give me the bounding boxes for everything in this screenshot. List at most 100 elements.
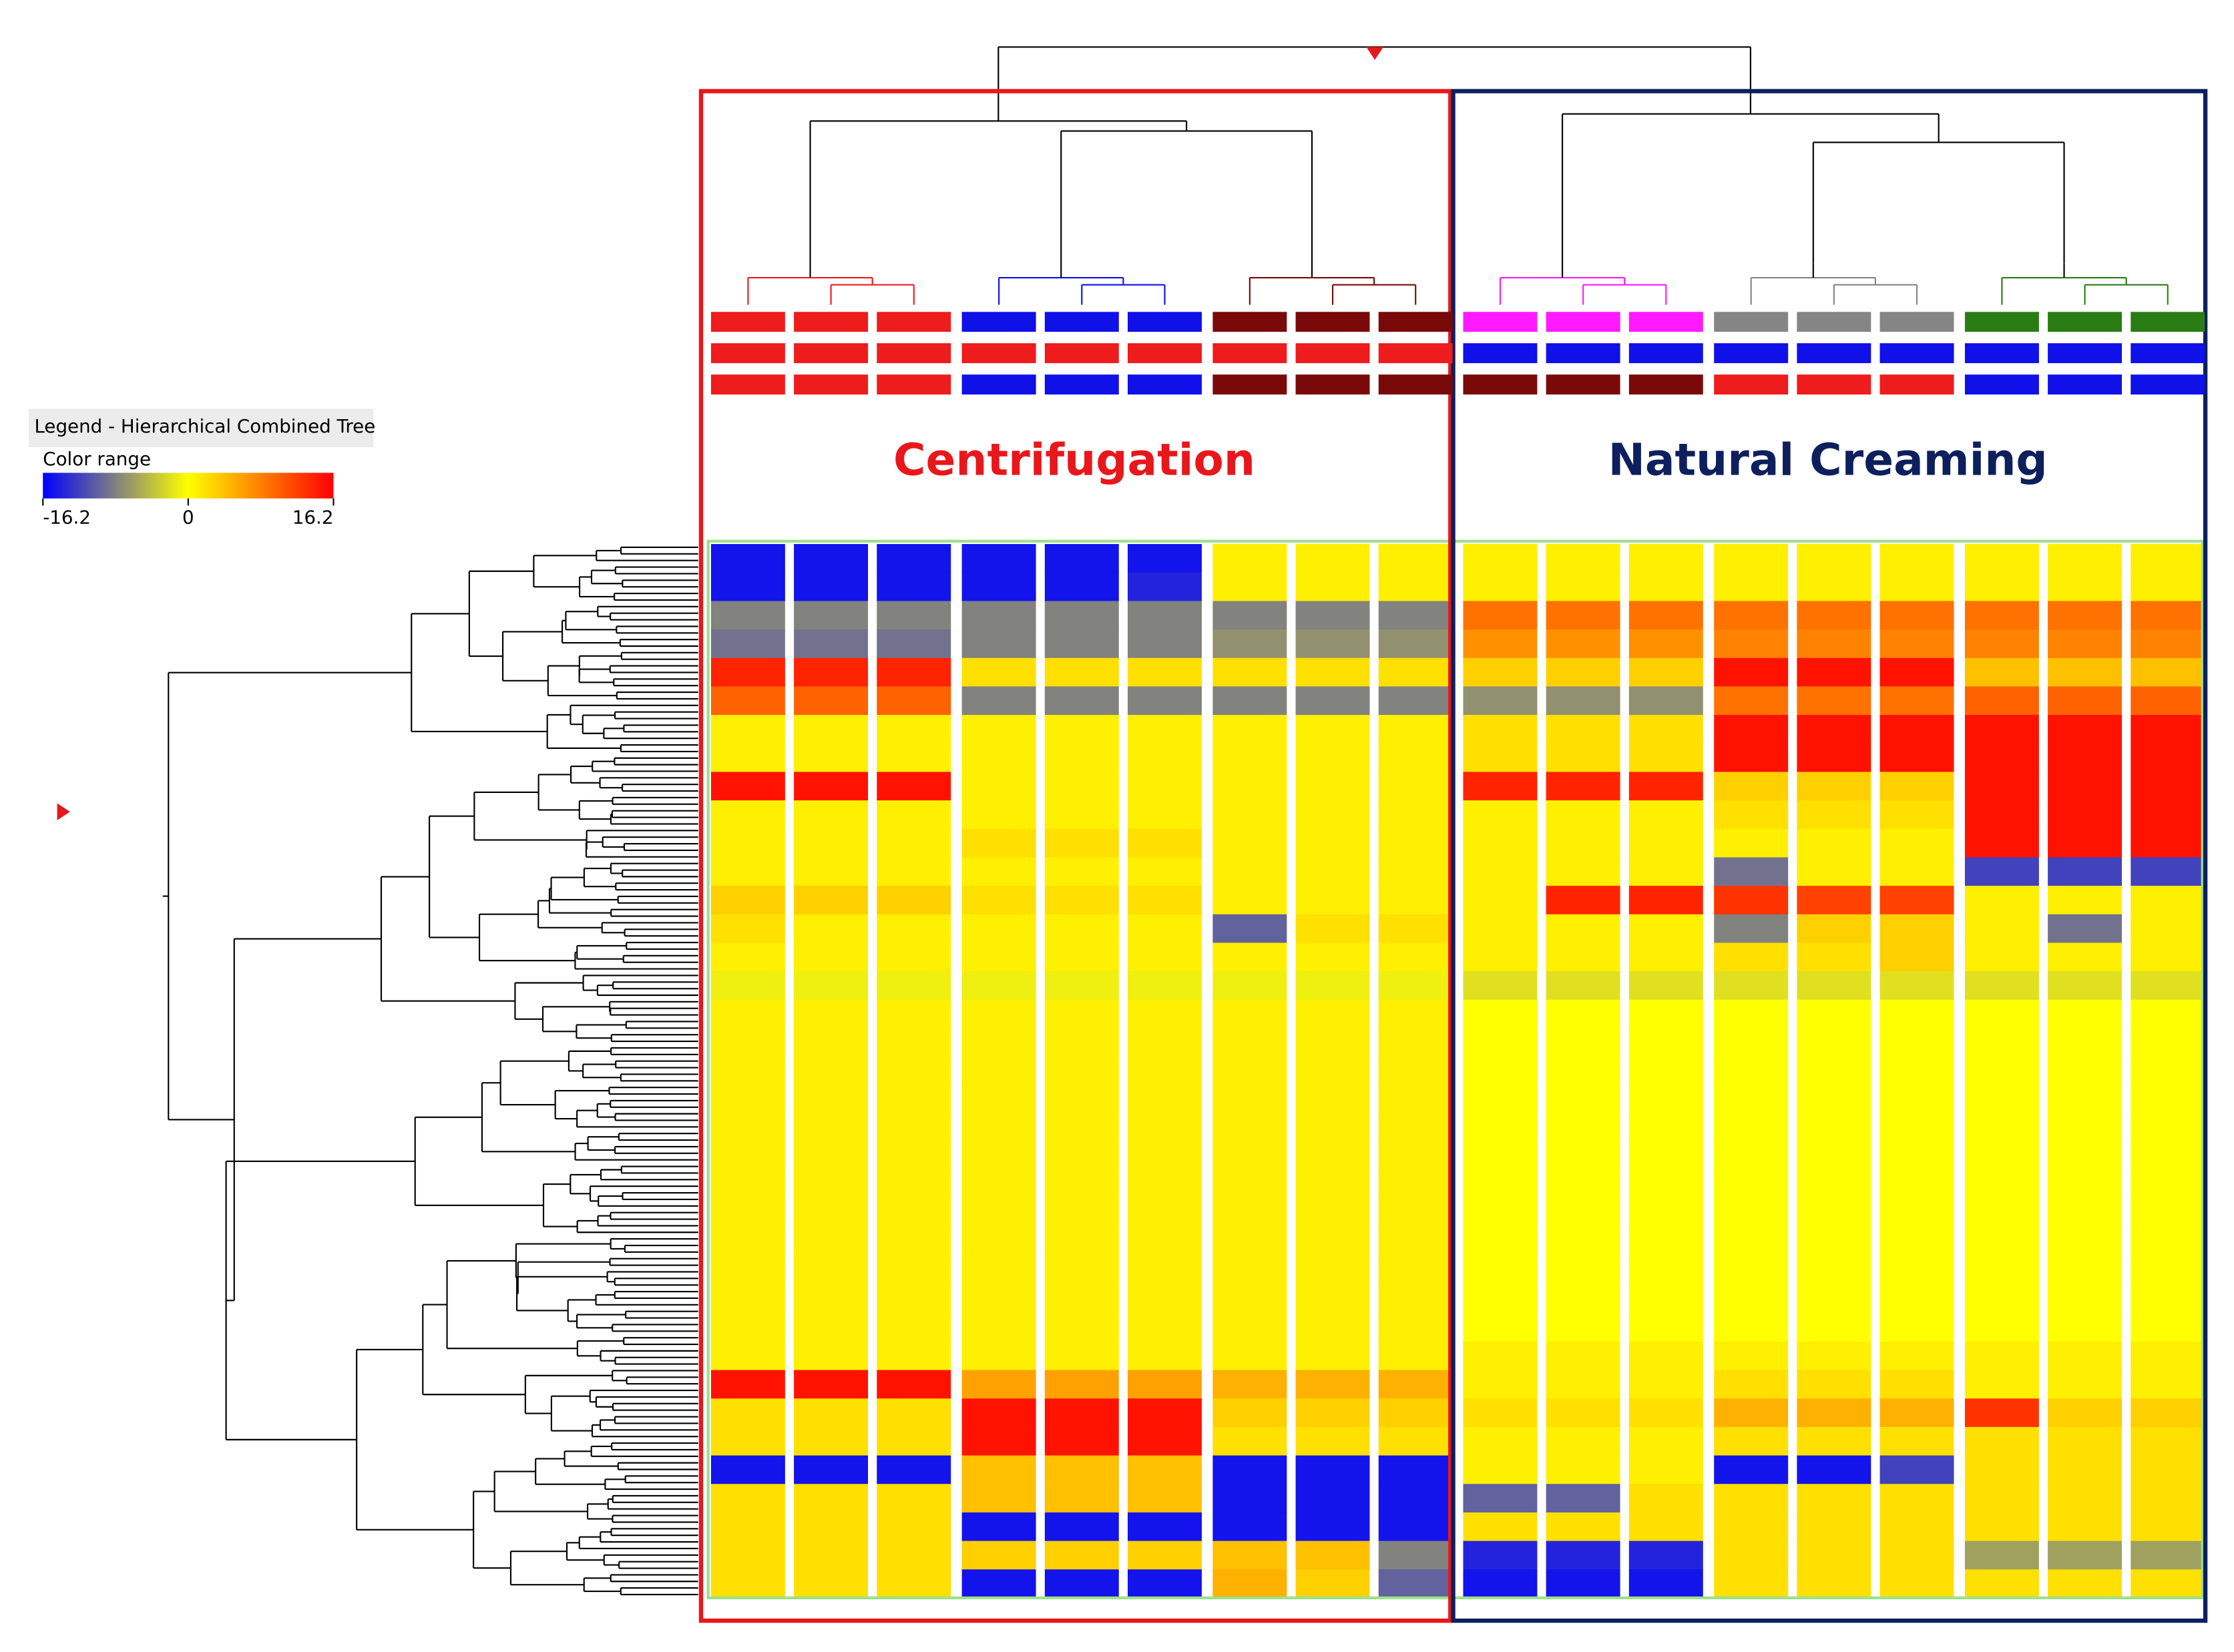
heatmap-cell [1546,1142,1620,1171]
heatmap-cell [1463,1284,1538,1314]
column-annotation [1797,343,1871,364]
heatmap-cell [1797,971,1871,1001]
heatmap-cell [1546,1085,1620,1115]
heatmap-cell [1797,1028,1871,1057]
heatmap-cell [1128,828,1202,858]
heatmap-cell [1714,601,1789,630]
heatmap-cell [794,971,869,1001]
heatmap-cell [1879,1113,1954,1143]
heatmap-cell [1964,743,2039,773]
heatmap-cell [710,999,785,1029]
heatmap-cell [877,686,951,716]
heatmap-cell [1879,942,1954,972]
column-annotation [1463,343,1538,364]
heatmap-cell [1964,686,2039,716]
heatmap-cell [1044,828,1119,858]
heatmap-cell [1714,942,1789,972]
heatmap-cell [1378,1142,1453,1171]
heatmap-cell [877,1170,951,1200]
heatmap-cell [1879,1284,1954,1314]
heatmap-cell [2131,572,2205,602]
heatmap-cell [1714,971,1789,1001]
heatmap-cell [794,1199,869,1228]
heatmap-cell [1378,942,1453,972]
heatmap-cell [1128,1426,1202,1456]
heatmap-cell [1546,971,1620,1001]
heatmap-cell [1546,629,1620,659]
heatmap-cell [2131,1313,2205,1342]
heatmap-cell [2131,1484,2205,1513]
column-annotation [877,374,951,395]
heatmap-cell [1463,1256,1538,1286]
heatmap-cell [1463,1426,1538,1456]
heatmap-cell [1212,1341,1287,1371]
column-annotation [2048,343,2123,364]
heatmap-cell [1212,1484,1287,1513]
heatmap-cell [710,1426,785,1456]
heatmap-cell [1463,1341,1538,1371]
heatmap-cell [1463,1455,1538,1484]
heatmap-cell [710,1142,785,1171]
heatmap-cell [1714,1057,1789,1086]
heatmap-cell [1797,1284,1871,1314]
heatmap-cell [1964,1426,2039,1456]
heatmap-cell [1212,1370,1287,1399]
heatmap-cell [1964,1227,2039,1257]
column-annotation [1463,374,1538,395]
heatmap-cell [1964,772,2039,801]
heatmap-cell [1463,1227,1538,1257]
heatmap-cell [1463,828,1538,858]
heatmap-cell [1879,857,1954,886]
heatmap-cell [710,1227,785,1257]
heatmap-cell [2048,1256,2123,1286]
heatmap-cell [1964,1284,2039,1314]
column-annotation [1378,374,1453,395]
heatmap-cell [961,1341,1036,1371]
heatmap-cell [710,1028,785,1057]
heatmap-cell [1797,1341,1871,1371]
heatmap-cell [1378,686,1453,716]
heatmap-cell [1714,828,1789,858]
heatmap-cell [877,629,951,659]
heatmap-cell [1797,1484,1871,1513]
heatmap-cell [1128,544,1202,573]
legend-title: Legend - Hierarchical Combined Tree [34,415,375,437]
heatmap-cell [794,914,869,944]
heatmap-cell [1879,686,1954,716]
heatmap-cell [1128,629,1202,659]
heatmap-cell [1128,657,1202,687]
heatmap-cell [1212,772,1287,801]
heatmap-cell [1797,1512,1871,1542]
heatmap-cell [1714,1256,1789,1286]
column-annotation [961,312,1036,332]
heatmap-cell [1879,914,1954,944]
heatmap-cell [1295,743,1370,773]
heatmap-cell [1295,1170,1370,1200]
heatmap-cell [1295,1284,1370,1314]
heatmap-cell [1295,886,1370,915]
heatmap-cell [1964,1256,2039,1286]
heatmap-cell [1212,629,1287,659]
heatmap-cell [1628,1512,1703,1542]
heatmap-cell [1378,1512,1453,1542]
heatmap-cell [1546,1484,1620,1513]
heatmap-cell [2131,857,2205,886]
heatmap-cell [2048,772,2123,801]
heatmap-cell [877,1370,951,1399]
heatmap-cell [794,1341,869,1371]
heatmap-cell [794,772,869,801]
heatmap-cell [794,1512,869,1542]
heatmap-cell [1546,1313,1620,1342]
heatmap-cell [1879,1512,1954,1542]
heatmap-cell [961,1113,1036,1143]
heatmap-cell [1546,686,1620,716]
heatmap-cell [1212,1256,1287,1286]
heatmap-cell [1128,1313,1202,1342]
heatmap-cell [877,999,951,1029]
heatmap-cell [961,1199,1036,1228]
heatmap-cell [1546,1398,1620,1428]
heatmap-cell [1797,772,1871,801]
heatmap-cell [1546,1541,1620,1570]
heatmap-cell [1044,686,1119,716]
heatmap-cell [2131,1284,2205,1314]
